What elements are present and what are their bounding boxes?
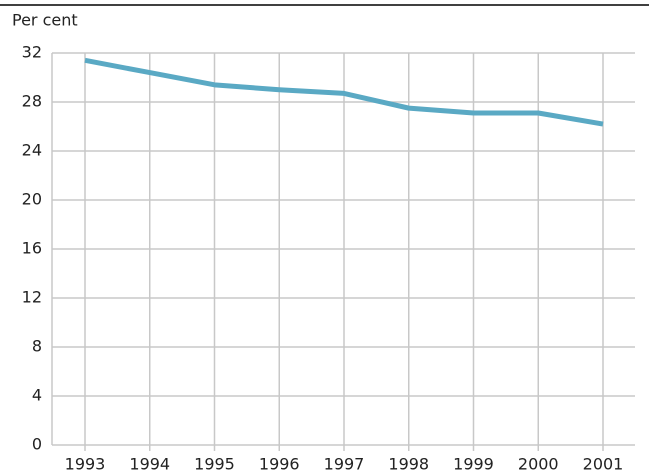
x-tick-label: 1998 (388, 455, 429, 474)
y-tick-label: 4 (32, 386, 42, 405)
y-tick-label: 24 (22, 141, 42, 160)
y-tick-label: 0 (32, 435, 42, 454)
y-tick-label: 12 (22, 288, 42, 307)
data-line (84, 57, 604, 127)
y-tick-label: 32 (22, 43, 42, 62)
x-tick-label: 1996 (259, 455, 300, 474)
y-tick-label: 16 (22, 239, 42, 258)
x-tick-label: 1995 (194, 455, 235, 474)
x-tick-label: 1999 (453, 455, 494, 474)
y-tick-label: 8 (32, 337, 42, 356)
y-tick-label: 20 (22, 190, 42, 209)
x-tick-label: 1993 (65, 455, 106, 474)
x-tick-label: 2001 (583, 455, 624, 474)
x-tick-label: 1997 (324, 455, 365, 474)
y-axis-label: Per cent (12, 11, 78, 30)
x-tick-label: 2000 (518, 455, 559, 474)
y-tick-label: 28 (22, 92, 42, 111)
x-tick-label: 1994 (129, 455, 170, 474)
